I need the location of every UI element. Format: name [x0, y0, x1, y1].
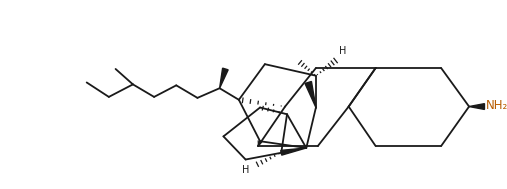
Polygon shape — [281, 148, 306, 155]
Polygon shape — [469, 104, 485, 109]
Polygon shape — [220, 68, 228, 88]
Text: H: H — [242, 165, 249, 175]
Polygon shape — [305, 81, 316, 108]
Text: NH₂: NH₂ — [485, 99, 507, 112]
Text: H: H — [339, 46, 346, 57]
